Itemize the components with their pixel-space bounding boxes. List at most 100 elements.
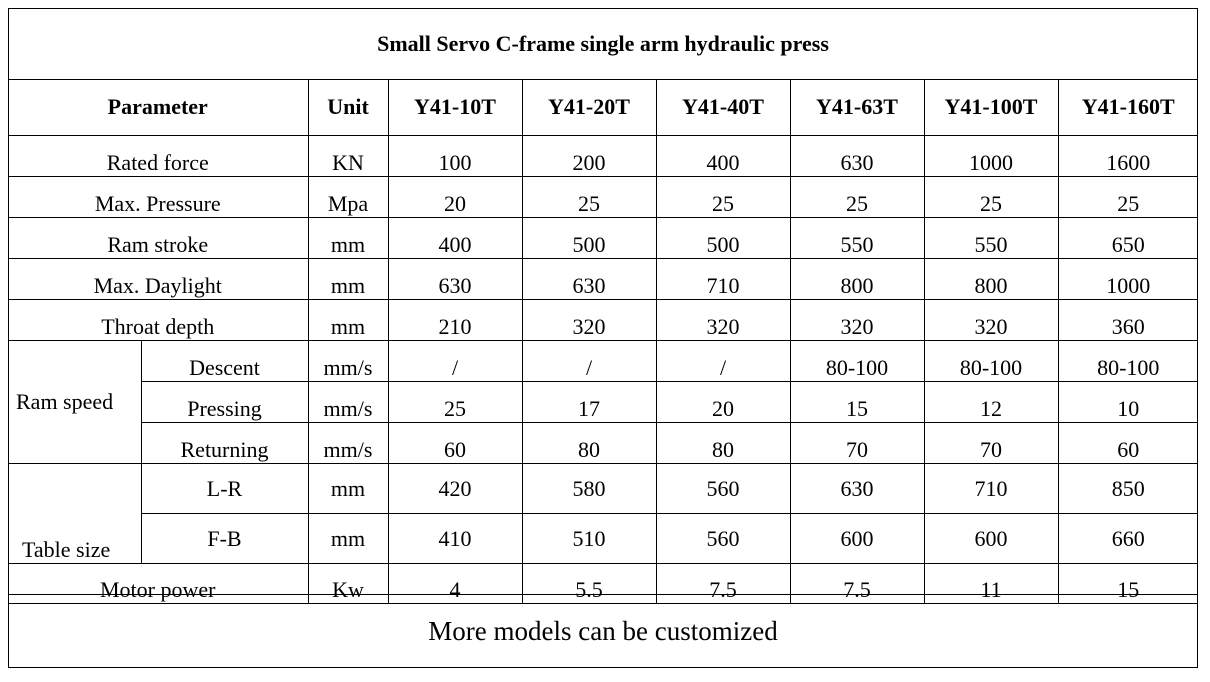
cell-value: 650 [1057,217,1198,259]
table-row-ram-speed-pressing: Pressing mm/s 25 17 20 15 12 10 [8,381,1198,423]
cell-value: / [655,340,791,382]
cell-value: 1000 [923,135,1059,177]
row-label: Rated force [8,135,309,177]
cell-value: 360 [1057,299,1198,341]
cell-value: 400 [387,217,523,259]
cell-value: 200 [521,135,657,177]
header-model: Y41-20T [521,79,657,136]
cell-value: 560 [655,513,791,564]
cell-value: 25 [387,381,523,423]
table-row-table-size-lr: Table size L-R mm 420 580 560 630 710 85… [8,463,1198,564]
cell-value: 10 [1057,381,1198,423]
cell-value: 25 [923,176,1059,218]
cell-value: 580 [521,463,657,514]
row-unit: mm [307,217,389,259]
sub-row-label: F-B [141,513,309,564]
cell-value: 630 [789,135,925,177]
cell-value: 510 [521,513,657,564]
table-row-ram-speed-descent: Ram speed Descent mm/s / / / 80-100 80-1… [8,340,1198,464]
cell-value: 12 [923,381,1059,423]
row-unit: mm [307,299,389,341]
cell-value: / [521,340,657,382]
cell-value: 60 [1057,422,1198,464]
footer-note: More models can be customized [8,594,1198,668]
cell-value: 630 [789,463,925,514]
sub-row-label: Returning [141,422,309,464]
cell-value: 500 [655,217,791,259]
cell-value: 600 [789,513,925,564]
cell-value: 850 [1057,463,1198,514]
row-unit: Kw [307,563,389,604]
table-row-max-daylight: Max. Daylight mm 630 630 710 800 800 100… [8,258,1198,300]
spec-table: Parameter Unit Y41-10T Y41-20T Y41-40T Y… [8,79,1198,604]
cell-value: 70 [923,422,1059,464]
header-row: Parameter Unit Y41-10T Y41-20T Y41-40T Y… [8,79,1198,136]
row-label: Throat depth [8,299,309,341]
cell-value: 550 [789,217,925,259]
group-label-table-size: Table size [8,463,142,564]
sub-row-label: L-R [140,463,309,514]
cell-value: 400 [655,135,791,177]
cell-value: 80 [521,422,657,464]
header-model: Y41-160T [1057,79,1198,136]
cell-value: 1000 [1057,258,1198,300]
cell-value: 20 [655,381,791,423]
cell-value: 600 [923,513,1059,564]
table-row-max-pressure: Max. Pressure Mpa 20 25 25 25 25 25 [8,176,1198,218]
cell-value: 25 [1057,176,1198,218]
row-unit: mm [307,463,389,514]
cell-value: 15 [1057,563,1198,604]
table-row-throat-depth: Throat depth mm 210 320 320 320 320 360 [8,299,1198,341]
row-label: Ram stroke [8,217,309,259]
cell-value: 410 [387,513,523,564]
cell-value: 80-100 [923,340,1059,382]
cell-value: 550 [923,217,1059,259]
cell-value: 800 [789,258,925,300]
cell-value: 710 [923,463,1059,514]
cell-value: 7.5 [655,563,791,604]
header-parameter: Parameter [8,79,309,136]
cell-value: 4 [387,563,523,604]
sub-row-label: Pressing [141,381,309,423]
cell-value: 630 [387,258,523,300]
sub-row-label: Descent [140,340,309,382]
group-label-ram-speed: Ram speed [8,340,142,464]
cell-value: 20 [387,176,523,218]
cell-value: 25 [655,176,791,218]
header-model: Y41-40T [655,79,791,136]
row-label: Max. Daylight [8,258,309,300]
cell-value: 60 [387,422,523,464]
cell-value: 710 [655,258,791,300]
header-model: Y41-100T [923,79,1059,136]
cell-value: 70 [789,422,925,464]
cell-value: 100 [387,135,523,177]
cell-value: 25 [521,176,657,218]
row-unit: mm/s [307,381,389,423]
row-label: Max. Pressure [8,176,309,218]
cell-value: 420 [387,463,523,514]
header-unit: Unit [307,79,389,136]
row-label: Motor power [8,563,309,604]
cell-value: 320 [923,299,1059,341]
table-row-ram-speed-returning: Returning mm/s 60 80 80 70 70 60 [8,422,1198,464]
cell-value: 1600 [1057,135,1198,177]
row-unit: mm/s [307,340,389,382]
cell-value: 11 [923,563,1059,604]
cell-value: 80 [655,422,791,464]
cell-value: 500 [521,217,657,259]
row-unit: Mpa [307,176,389,218]
table-row-rated-force: Rated force KN 100 200 400 630 1000 1600 [8,135,1198,177]
cell-value: 630 [521,258,657,300]
cell-value: 560 [655,463,791,514]
cell-value: 7.5 [789,563,925,604]
row-unit: KN [307,135,389,177]
cell-value: 5.5 [521,563,657,604]
cell-value: / [387,340,523,382]
table-title: Small Servo C-frame single arm hydraulic… [8,8,1198,80]
header-model: Y41-63T [789,79,925,136]
table-row-table-size-fb: F-B mm 410 510 560 600 600 660 [8,513,1198,564]
table-row-ram-stroke: Ram stroke mm 400 500 500 550 550 650 [8,217,1198,259]
cell-value: 320 [789,299,925,341]
header-model: Y41-10T [387,79,523,136]
row-unit: mm/s [307,422,389,464]
